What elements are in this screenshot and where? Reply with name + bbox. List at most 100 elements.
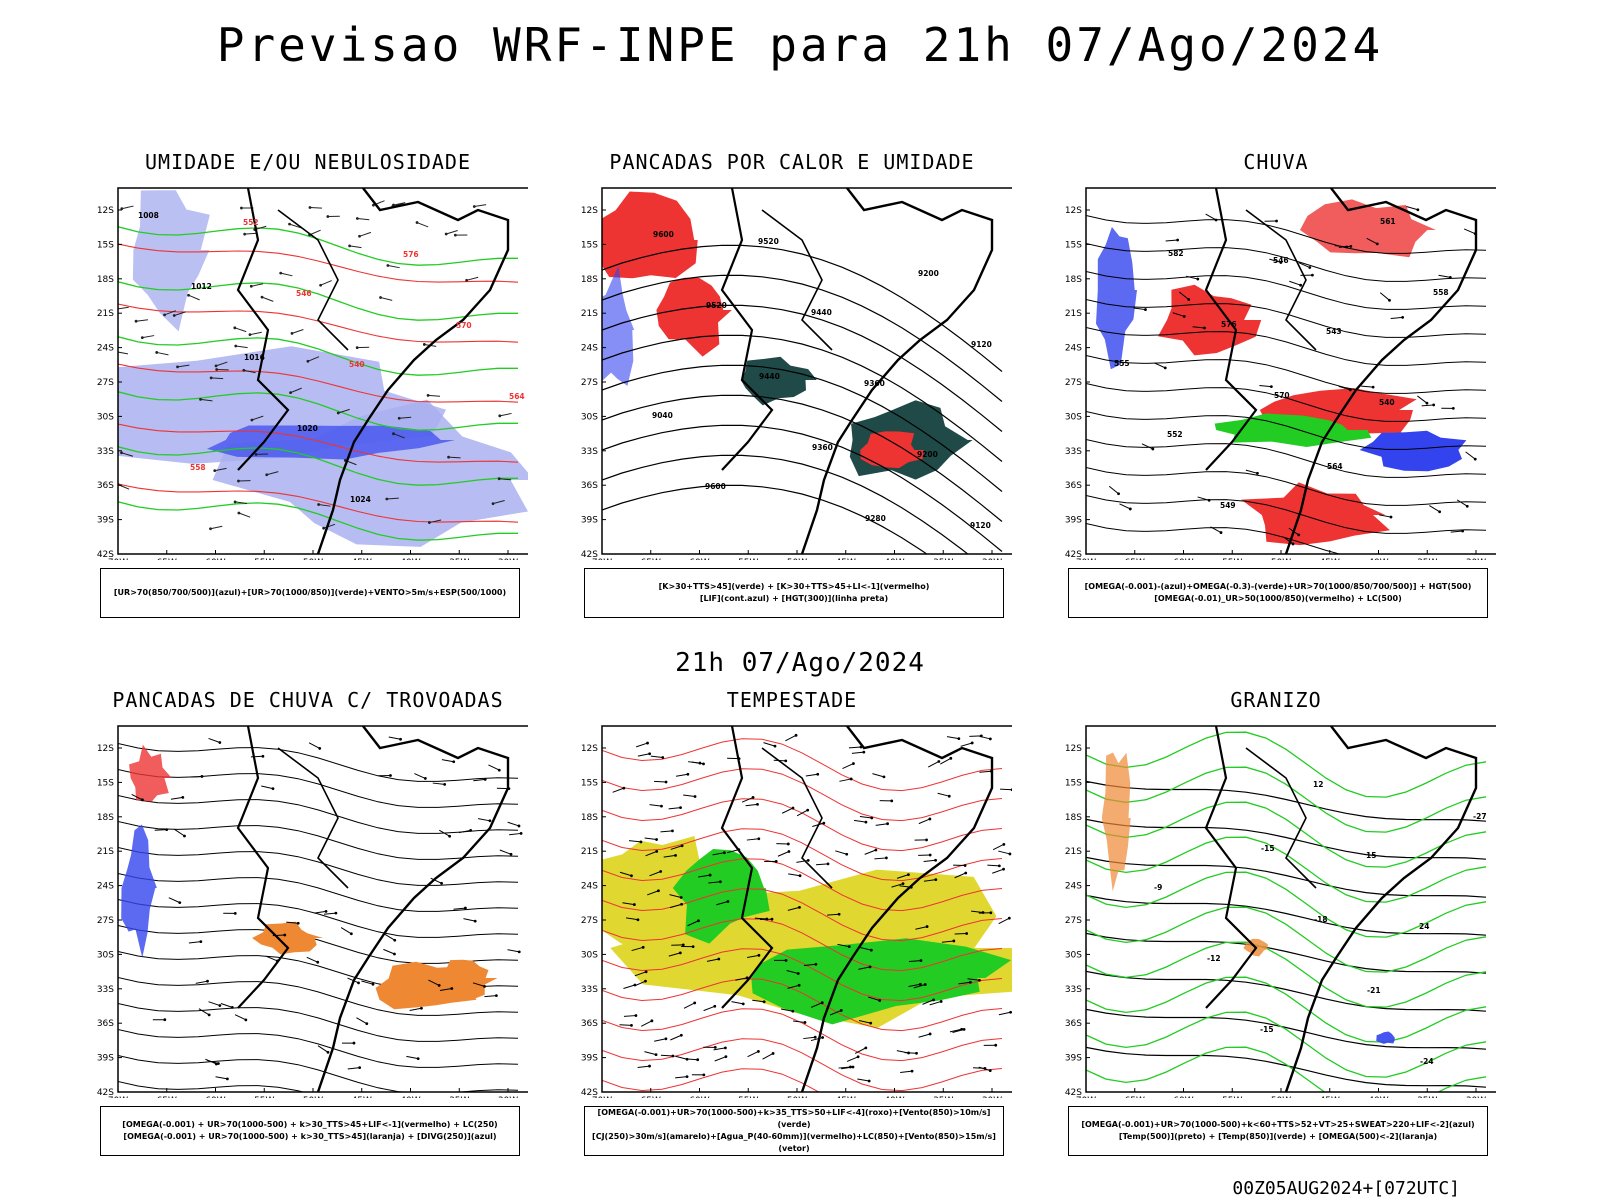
- wind-vector-head: [172, 314, 176, 317]
- forecast-map: -15 -18 -21 -24 -27 -9 -12 -15 12 15 24 12S 15S 18S 21…: [1065, 725, 1496, 1098]
- wind-vector-head: [1389, 515, 1393, 519]
- wind-vector-head: [1308, 266, 1312, 269]
- wind-vector: [356, 1017, 368, 1025]
- map-layers: [1086, 188, 1487, 554]
- streamline: [118, 998, 519, 1042]
- thickness-contour: [118, 360, 519, 403]
- legend-line: [CJ(250)>30m/s](amarelo)+[Agua_P(40-60mm…: [592, 1132, 996, 1153]
- wind-vector-head: [697, 919, 700, 923]
- longitude-label: 65W: [157, 1096, 177, 1098]
- wind-vector-head: [928, 853, 932, 857]
- wind-vector: [318, 504, 331, 507]
- wind-vector-head: [1425, 401, 1429, 405]
- longitude-label: 65W: [1125, 558, 1145, 560]
- wind-vector: [1197, 496, 1210, 501]
- humidity-upper-area: [132, 190, 210, 332]
- wind-vector-head: [517, 824, 521, 828]
- contour-label: 564: [509, 392, 525, 401]
- wind-vector: [670, 845, 683, 850]
- contour-label: 24: [1419, 922, 1429, 931]
- longitude-label: 50W: [1271, 1096, 1291, 1098]
- wind-vector-head: [519, 832, 523, 835]
- wind-vector: [349, 245, 362, 249]
- wind-vector-head: [1311, 273, 1314, 277]
- wind-vector: [235, 345, 248, 349]
- wind-vector: [509, 832, 522, 836]
- temp850-contour: [1086, 906, 1487, 973]
- wind-vector: [214, 467, 227, 472]
- contour-label: -15: [1260, 1025, 1274, 1034]
- wind-vector-head: [952, 939, 956, 943]
- latitude-label: 24S: [1065, 882, 1082, 892]
- longitude-label: 70W: [592, 1096, 612, 1098]
- wind-vector-head: [632, 903, 636, 906]
- wind-vector-head: [1256, 471, 1259, 475]
- wind-vector-head: [483, 984, 486, 988]
- wind-vector-head: [237, 511, 241, 515]
- wind-vector-head: [120, 207, 124, 211]
- convection-area-teal: [740, 356, 817, 406]
- wind-vector: [234, 1014, 247, 1021]
- wind-vector-head: [1451, 406, 1455, 410]
- wind-vector-head: [1196, 277, 1200, 281]
- wind-vector-head: [155, 351, 159, 354]
- wind-vector: [309, 207, 322, 209]
- country-borders: [236, 726, 290, 1009]
- wind-vector: [792, 1020, 806, 1023]
- wind-vector: [131, 794, 143, 801]
- wind-vector: [1186, 275, 1198, 280]
- wind-vector-head: [644, 970, 648, 974]
- contour-label: -9: [1154, 883, 1162, 892]
- wind-vector: [438, 829, 450, 837]
- wind-vector-head: [240, 206, 243, 210]
- wind-vector: [317, 1045, 329, 1053]
- latitude-label: 33S: [1065, 985, 1082, 995]
- wind-vector-head: [814, 962, 818, 966]
- latitude-label: 30S: [97, 950, 114, 960]
- wind-vector: [170, 796, 183, 800]
- wind-vector-head: [878, 999, 882, 1002]
- contour-label: 9120: [970, 521, 991, 530]
- wind-vector: [971, 910, 984, 913]
- coastline: [800, 726, 994, 1092]
- wind-vector-head: [1010, 788, 1012, 792]
- coastline: [1284, 726, 1478, 1092]
- longitude-label: 55W: [1222, 1096, 1242, 1098]
- latitude-label: 33S: [1065, 447, 1082, 457]
- wind-vector: [121, 205, 134, 210]
- temp850-contour: [1086, 801, 1487, 868]
- wind-vector: [478, 818, 490, 822]
- longitude-label: 70W: [108, 1096, 128, 1098]
- wind-vector: [1133, 307, 1146, 311]
- wind-vector-head: [751, 796, 755, 799]
- wind-vector: [713, 1047, 726, 1051]
- contour-label: 1012: [191, 282, 212, 291]
- wind-vector: [1172, 312, 1185, 317]
- wind-vector-head: [389, 774, 392, 777]
- wind-vector-head: [988, 737, 992, 741]
- wind-vector: [1210, 526, 1222, 534]
- wind-vector: [118, 306, 129, 310]
- wind-vector: [670, 1034, 682, 1041]
- latitude-label: 21S: [581, 309, 598, 319]
- contour-label: 9440: [811, 308, 832, 317]
- wind-vector: [735, 977, 748, 981]
- wind-vector: [654, 1038, 667, 1042]
- wind-vector: [409, 1007, 422, 1011]
- legend-line: [LIF](cont.azul) + [HGT(300)](linha pret…: [699, 594, 889, 603]
- latitude-label: 24S: [581, 882, 598, 892]
- wind-vector: [754, 917, 767, 920]
- longitude-label: 60W: [1173, 558, 1193, 560]
- omega-area: [1101, 752, 1131, 892]
- wind-vector-head: [183, 834, 186, 838]
- wind-vector-head: [134, 319, 138, 323]
- legend-line: [K>30+TTS>45](verde) + [K>30+TTS>45+LI<-…: [658, 582, 930, 591]
- wind-vector: [741, 796, 754, 803]
- contour-label: 9040: [652, 411, 673, 420]
- wind-vector-head: [717, 957, 721, 961]
- latitude-label: 15S: [1065, 778, 1082, 788]
- wind-vector-head: [679, 806, 682, 809]
- wind-vector: [650, 755, 663, 759]
- wind-vector: [644, 837, 657, 841]
- wind-vector-head: [497, 477, 501, 481]
